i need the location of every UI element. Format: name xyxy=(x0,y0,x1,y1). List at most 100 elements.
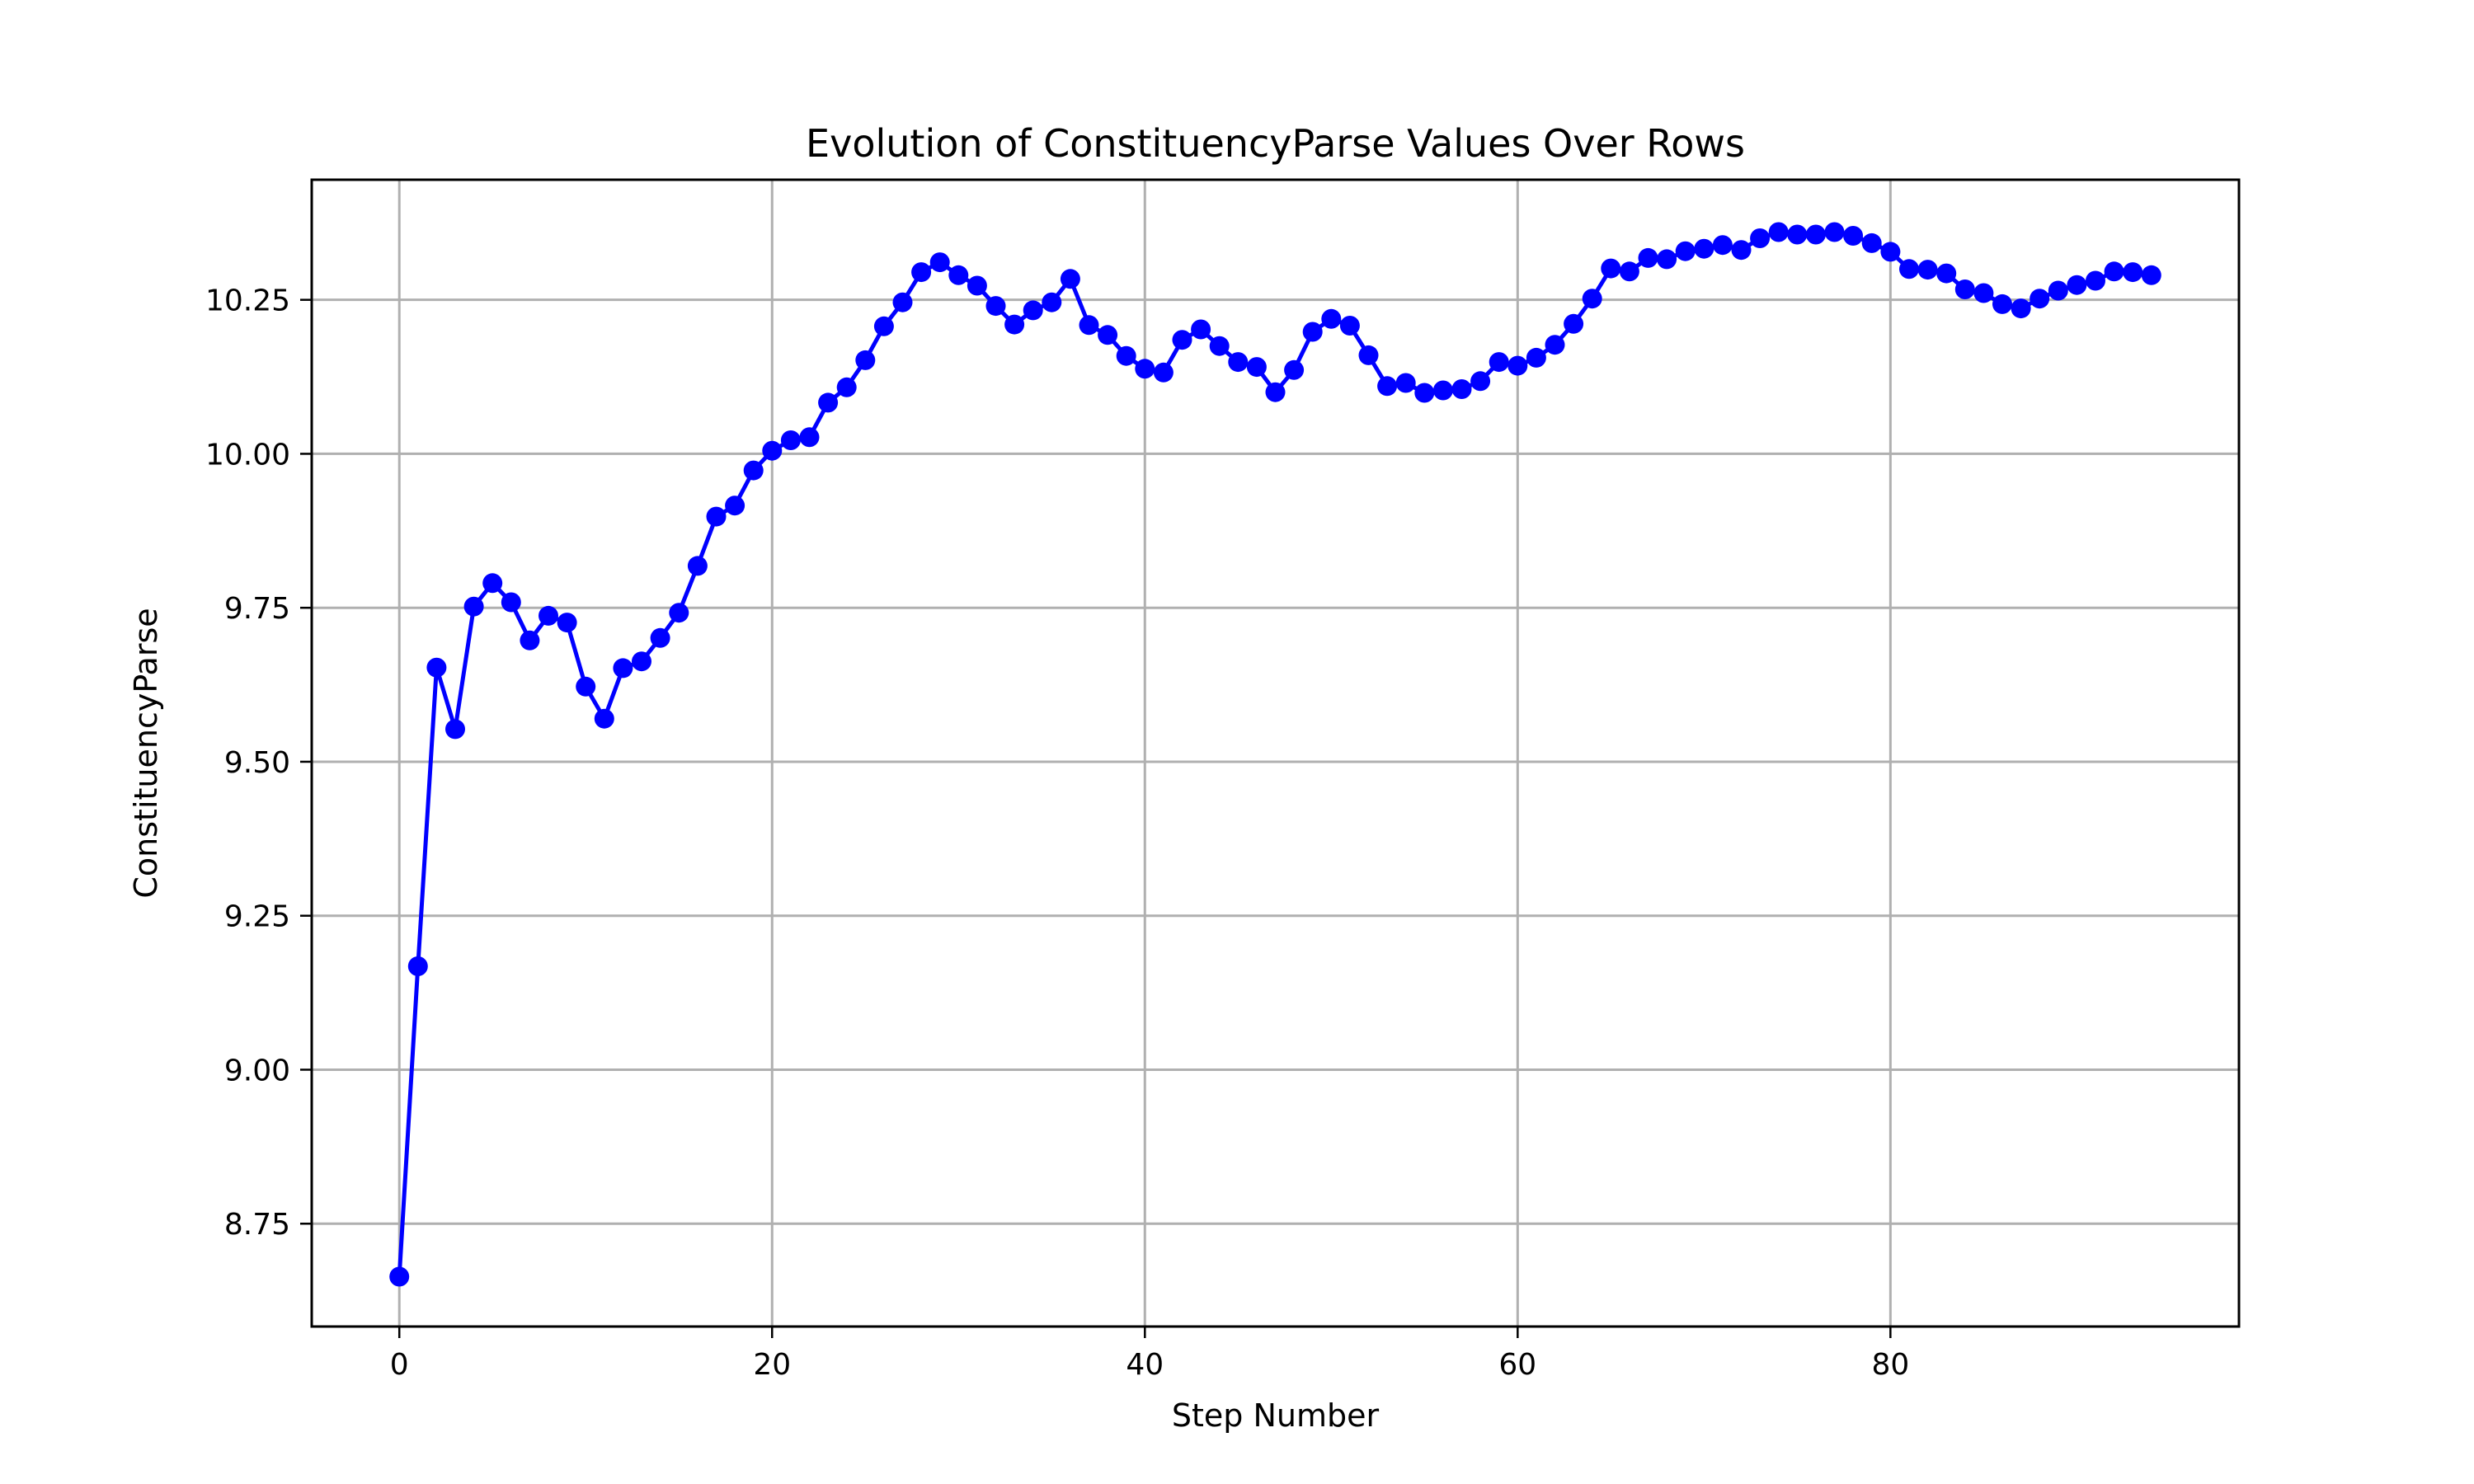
y-tick-label: 9.50 xyxy=(224,746,290,780)
data-point xyxy=(687,556,708,576)
data-point xyxy=(2067,275,2087,295)
data-point xyxy=(1321,308,1342,329)
data-point xyxy=(1284,359,1305,380)
data-point xyxy=(855,350,876,370)
data-point xyxy=(389,1266,410,1287)
data-point xyxy=(426,657,447,678)
y-axis-label: ConstituencyParse xyxy=(128,608,164,898)
data-point xyxy=(706,506,727,527)
data-point xyxy=(1060,269,1080,289)
data-point xyxy=(1377,376,1398,397)
data-point xyxy=(557,613,577,633)
data-point xyxy=(1768,222,1789,242)
data-point xyxy=(2086,270,2105,291)
data-point xyxy=(539,605,558,626)
data-point xyxy=(967,275,987,296)
data-point xyxy=(1432,380,1453,401)
data-point xyxy=(1675,241,1696,261)
data-point xyxy=(2123,262,2143,283)
data-point xyxy=(445,719,465,740)
data-point xyxy=(2048,280,2068,301)
data-point xyxy=(594,708,614,729)
x-tick-label: 60 xyxy=(1498,1348,1536,1382)
data-point xyxy=(1265,382,1286,402)
data-point xyxy=(1153,362,1174,383)
data-point xyxy=(948,265,969,285)
y-tick-label: 8.75 xyxy=(224,1208,290,1242)
data-point xyxy=(1209,336,1230,356)
x-tick-label: 0 xyxy=(390,1348,409,1382)
data-point xyxy=(985,296,1006,317)
x-tick-label: 80 xyxy=(1871,1348,1909,1382)
data-point xyxy=(1507,355,1528,376)
data-point xyxy=(1638,247,1658,268)
data-point xyxy=(650,627,670,648)
data-point xyxy=(1601,258,1621,279)
data-point xyxy=(1861,232,1882,253)
data-point xyxy=(1582,289,1602,309)
data-point xyxy=(1451,379,1472,399)
y-axis-ticks: 8.75 9.00 9.25 9.50 9.75 10.00 10.25 xyxy=(205,284,312,1242)
data-point xyxy=(1899,259,1919,279)
data-point xyxy=(2011,298,2031,319)
data-point xyxy=(1954,279,1975,299)
data-point xyxy=(2104,261,2124,282)
data-point xyxy=(1824,222,1845,242)
data-point xyxy=(2030,289,2050,309)
data-point xyxy=(501,592,521,613)
data-point xyxy=(1880,242,1901,262)
data-point xyxy=(613,658,633,679)
data-point xyxy=(1228,352,1249,373)
data-point xyxy=(929,252,950,273)
data-point xyxy=(1992,294,2012,314)
data-point xyxy=(1042,292,1062,312)
y-tick-label: 9.25 xyxy=(224,900,290,934)
data-point xyxy=(1545,335,1565,355)
data-point xyxy=(892,292,913,312)
data-point xyxy=(1116,345,1136,366)
data-point xyxy=(632,651,651,672)
data-point xyxy=(1172,330,1192,350)
data-point xyxy=(836,377,857,397)
data-series xyxy=(389,222,2161,1287)
data-point xyxy=(669,603,689,623)
data-point xyxy=(743,460,764,481)
x-axis-ticks: 0 20 40 60 80 xyxy=(390,1327,1909,1382)
data-point xyxy=(1395,373,1416,393)
data-point xyxy=(762,440,783,461)
data-point xyxy=(799,427,820,448)
data-point xyxy=(911,262,932,283)
y-tick-label: 10.25 xyxy=(205,284,290,318)
data-point xyxy=(1414,383,1435,403)
data-point xyxy=(780,430,801,450)
data-point xyxy=(2141,265,2161,285)
data-point xyxy=(1302,322,1323,342)
data-point xyxy=(1657,249,1677,270)
data-point xyxy=(520,630,540,650)
data-point xyxy=(1731,240,1752,261)
data-point xyxy=(1489,352,1509,373)
x-tick-label: 40 xyxy=(1126,1348,1164,1382)
x-tick-label: 20 xyxy=(753,1348,791,1382)
y-tick-label: 9.00 xyxy=(224,1054,290,1087)
data-point xyxy=(873,316,894,336)
data-point xyxy=(1339,316,1360,336)
data-point xyxy=(1564,313,1584,334)
data-point xyxy=(1712,235,1733,256)
data-point xyxy=(1843,226,1864,246)
data-point xyxy=(1750,228,1771,248)
data-point xyxy=(1787,224,1808,245)
data-point xyxy=(1358,345,1379,365)
data-point xyxy=(407,956,428,976)
data-point xyxy=(1917,260,1938,280)
data-point xyxy=(725,495,745,516)
data-point xyxy=(1079,315,1099,336)
data-point xyxy=(1973,283,1994,303)
data-point xyxy=(1805,224,1826,245)
data-point xyxy=(1023,300,1043,321)
data-point xyxy=(1936,263,1957,284)
data-point xyxy=(576,676,596,697)
data-point xyxy=(482,573,503,594)
x-axis-label: Step Number xyxy=(1172,1397,1380,1434)
